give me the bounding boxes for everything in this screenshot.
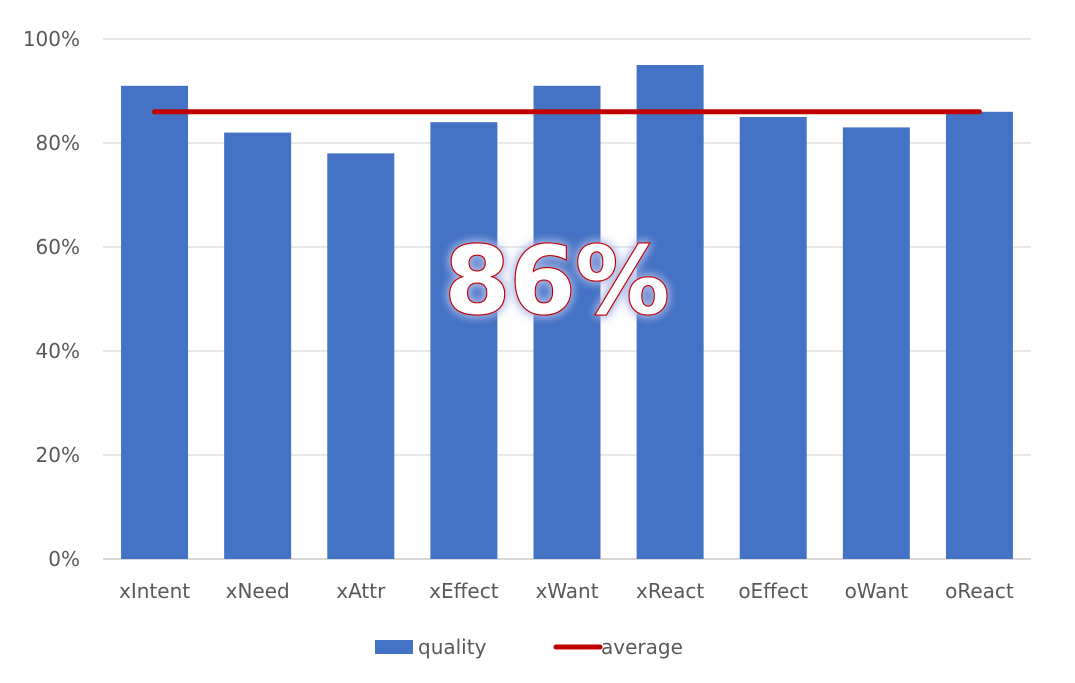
x-tick-label: xEffect [429,579,499,603]
bar-series-quality [121,65,1013,560]
bar-xAttr [327,153,395,559]
x-tick-label: xIntent [119,579,190,603]
legend: quality average [375,635,683,659]
x-tick-label: oEffect [738,579,808,603]
bar-xIntent [121,85,189,560]
x-tick-label: oWant [845,579,909,603]
bar-oEffect [739,117,807,559]
y-axis-tick-labels: 0% 20% 40% 60% 80% 100% [23,27,80,571]
y-tick-label: 80% [36,131,80,155]
y-tick-label: 20% [36,443,80,467]
x-tick-label: oReact [945,579,1014,603]
bar-oReact [945,111,1013,560]
y-tick-label: 100% [23,27,80,51]
x-axis-tick-labels: xIntent xNeed xAttr xEffect xWant xReact oEffe… [119,579,1014,603]
x-tick-label: xNeed [226,579,290,603]
bar-xReact [636,65,704,559]
bar-oWant [842,127,910,560]
x-tick-label: xReact [636,579,704,603]
bar-xWant [533,85,601,560]
legend-label-average: average [601,635,683,659]
average-callout: 86% [445,227,670,336]
legend-label-quality: quality [418,635,487,659]
y-tick-label: 40% [36,339,80,363]
y-tick-label: 0% [48,547,80,571]
y-tick-label: 60% [36,235,80,259]
x-tick-label: xWant [535,579,598,603]
bar-xEffect [430,122,498,559]
x-tick-label: xAttr [336,579,386,603]
legend-swatch-quality [375,640,413,654]
annotation-layer: 86% [443,226,671,338]
bar-xNeed [224,132,292,559]
